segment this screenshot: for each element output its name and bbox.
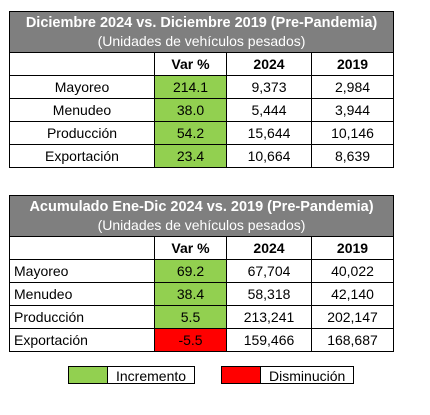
cumulative-comparison-table: Acumulado Ene-Dic 2024 vs. 2019 (Pre-Pan…	[9, 195, 394, 352]
var-cell: 69.2	[154, 259, 227, 283]
row-label: Menudeo	[9, 282, 155, 306]
value-2019-cell: 40,022	[311, 259, 394, 283]
column-header-var: Var %	[154, 52, 227, 76]
table-title: Acumulado Ene-Dic 2024 vs. 2019 (Pre-Pan…	[29, 199, 374, 215]
column-header-2019: 2019	[311, 236, 394, 260]
monthly-comparison-table: Diciembre 2024 vs. Diciembre 2019 (Pre-P…	[8, 11, 395, 168]
legend-increase-swatch	[68, 366, 108, 384]
empty-header-cell	[9, 52, 155, 76]
row-label: Mayoreo	[9, 259, 155, 283]
legend-increase-label: Incremento	[108, 366, 196, 384]
row-label: Menudeo	[9, 98, 155, 122]
var-cell: 38.0	[154, 98, 227, 122]
value-2024-cell: 15,644	[226, 121, 312, 145]
value-2019-cell: 202,147	[311, 305, 394, 329]
row-label: Exportación	[9, 328, 155, 352]
row-label: Mayoreo	[9, 75, 155, 99]
value-2024-cell: 10,664	[226, 144, 312, 168]
value-2019-cell: 10,146	[310, 121, 395, 145]
value-2024-cell: 67,704	[226, 259, 312, 283]
value-2024-cell: 9,373	[226, 75, 312, 99]
value-2024-cell: 213,241	[226, 305, 312, 329]
table-row: Menudeo 38.4 58,318 42,140	[9, 282, 394, 306]
value-2019-cell: 42,140	[311, 282, 394, 306]
value-2019-cell: 168,687	[311, 328, 394, 352]
var-cell: 214.1	[154, 75, 227, 99]
var-cell: 5.5	[154, 305, 227, 329]
value-2024-cell: 159,466	[226, 328, 312, 352]
table-row: Producción 5.5 213,241 202,147	[9, 305, 394, 329]
row-label: Exportación	[9, 144, 155, 168]
value-2024-cell: 5,444	[226, 98, 312, 122]
table-header: Diciembre 2024 vs. Diciembre 2019 (Pre-P…	[8, 11, 395, 53]
legend-decrease-swatch	[221, 366, 262, 384]
legend: Incremento Disminución	[68, 366, 355, 384]
value-2019-cell: 8,639	[310, 144, 395, 168]
legend-decrease-label: Disminución	[261, 366, 355, 384]
row-label: Producción	[9, 121, 155, 145]
column-header-2019: 2019	[310, 52, 395, 76]
var-cell: -5.5	[154, 328, 227, 352]
var-cell: 54.2	[154, 121, 227, 145]
column-header-2024: 2024	[226, 52, 312, 76]
table-row: Exportación 23.4 10,664 8,639	[9, 144, 395, 168]
row-label: Producción	[9, 305, 155, 329]
value-2024-cell: 58,318	[226, 282, 312, 306]
column-header-var: Var %	[154, 236, 227, 260]
table-row: Mayoreo 214.1 9,373 2,984	[9, 75, 395, 99]
table-row: Mayoreo 69.2 67,704 40,022	[9, 259, 394, 283]
table-subtitle: (Unidades de vehículos pesados)	[97, 33, 306, 49]
var-cell: 23.4	[154, 144, 227, 168]
var-cell: 38.4	[154, 282, 227, 306]
table-header: Acumulado Ene-Dic 2024 vs. 2019 (Pre-Pan…	[9, 195, 394, 237]
table-title: Diciembre 2024 vs. Diciembre 2019 (Pre-P…	[25, 15, 378, 31]
table-row: Menudeo 38.0 5,444 3,944	[9, 98, 395, 122]
empty-header-cell	[9, 236, 155, 260]
table-subtitle: (Unidades de vehículos pesados)	[97, 217, 306, 233]
table-row: Exportación -5.5 159,466 168,687	[9, 328, 394, 352]
column-header-2024: 2024	[226, 236, 312, 260]
table-row: Producción 54.2 15,644 10,146	[9, 121, 395, 145]
value-2019-cell: 3,944	[310, 98, 395, 122]
value-2019-cell: 2,984	[310, 75, 395, 99]
